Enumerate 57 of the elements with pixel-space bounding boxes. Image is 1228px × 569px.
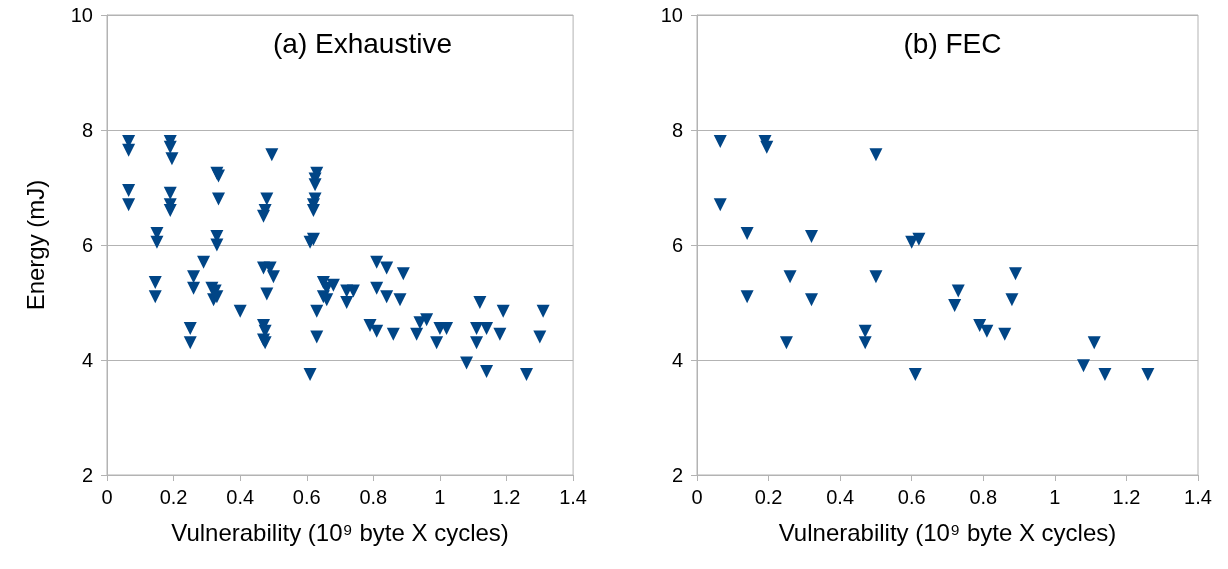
x-tick-label: 1.2 <box>1112 486 1141 508</box>
point <box>740 227 754 240</box>
x-tick-label: 0.8 <box>359 486 388 508</box>
point <box>858 324 872 338</box>
y-tick-label: 8 <box>671 119 683 141</box>
point <box>779 336 793 350</box>
point <box>998 327 1012 341</box>
x-tick-label: 0.4 <box>826 486 855 508</box>
point <box>760 140 774 154</box>
y-tick-label: 10 <box>70 4 93 26</box>
y-tick-label: 6 <box>81 234 93 256</box>
point <box>1098 367 1112 381</box>
point <box>912 232 926 246</box>
point <box>951 284 965 298</box>
x-tick-label: 0 <box>691 486 703 508</box>
chart-title: (a) Exhaustive <box>273 27 452 59</box>
x-tick-label: 0.6 <box>292 486 321 508</box>
x-tick-label: 1.2 <box>492 486 521 508</box>
point <box>1008 267 1022 281</box>
point <box>805 229 819 243</box>
x-tick-label: 0.8 <box>969 486 998 508</box>
point <box>740 290 754 304</box>
x-tick-label: 1 <box>1049 486 1061 508</box>
point <box>948 298 962 312</box>
point <box>858 336 872 350</box>
x-axis-title: Vulnerability (10⁹ byte X cycles) <box>778 518 1117 546</box>
x-tick-label: 1 <box>434 486 446 508</box>
y-axis-title: Energy (mJ) <box>21 179 49 311</box>
y-tick-label: 2 <box>671 464 683 486</box>
x-tick-label: 0 <box>101 486 113 508</box>
y-tick-label: 10 <box>660 4 683 26</box>
point <box>973 319 987 332</box>
point <box>869 148 883 162</box>
y-tick-label: 6 <box>671 234 683 256</box>
point <box>1005 293 1019 307</box>
point <box>980 324 994 338</box>
y-tick-label: 4 <box>81 349 93 371</box>
x-tick-label: 0.4 <box>226 486 255 508</box>
point <box>1087 336 1101 350</box>
y-tick-label: 8 <box>81 119 93 141</box>
point <box>783 270 797 284</box>
point <box>713 135 727 148</box>
point <box>713 198 727 212</box>
x-tick-label: 0.2 <box>159 486 188 508</box>
point <box>1141 367 1155 381</box>
y-tick-label: 2 <box>81 464 93 486</box>
point <box>908 367 922 381</box>
point <box>1076 359 1090 373</box>
x-axis-title: Vulnerability (10⁹ byte X cycles) <box>171 518 509 546</box>
x-tick-label: 0.2 <box>754 486 783 508</box>
y-tick-label: 4 <box>671 349 683 371</box>
x-tick-label: 0.6 <box>897 486 926 508</box>
chart-title: (b) FEC <box>903 27 1002 59</box>
point <box>805 293 819 307</box>
point <box>869 270 883 284</box>
x-tick-label: 1.4 <box>559 486 587 508</box>
x-tick-label: 1.4 <box>1184 486 1212 508</box>
